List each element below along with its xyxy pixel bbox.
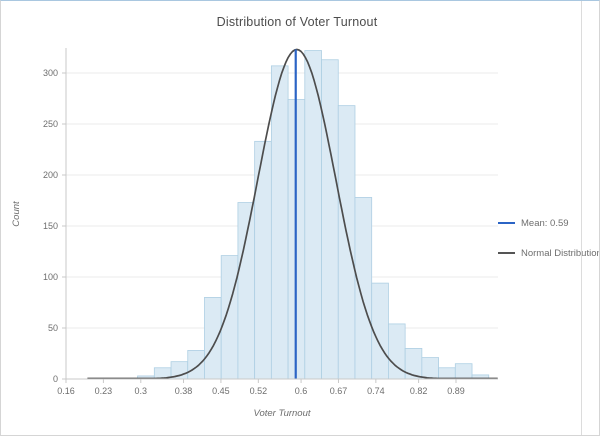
histogram-bar[interactable] — [254, 140, 272, 380]
normal-distribution-swatch — [498, 252, 515, 254]
legend-label-mean: Mean: 0.59 — [521, 217, 569, 229]
x-tick-label: 0.45 — [212, 386, 230, 396]
legend: Mean: 0.59 Normal Distribution — [498, 215, 599, 275]
histogram-bar[interactable] — [438, 367, 456, 380]
histogram-bar[interactable] — [421, 357, 439, 380]
y-tick-label: 200 — [43, 170, 58, 180]
y-tick-label: 50 — [48, 323, 58, 333]
x-tick-label: 0.38 — [175, 386, 193, 396]
x-tick-label: 0.74 — [367, 386, 385, 396]
y-tick-label: 300 — [43, 68, 58, 78]
x-tick-label: 0.23 — [95, 386, 113, 396]
y-tick-label: 100 — [43, 272, 58, 282]
legend-item-normal-distribution[interactable]: Normal Distribution — [498, 245, 599, 261]
x-tick-label: 0.6 — [295, 386, 308, 396]
histogram-bar[interactable] — [187, 350, 205, 380]
pane-separator — [581, 1, 582, 435]
y-tick-label: 150 — [43, 221, 58, 231]
x-tick-label: 0.52 — [250, 386, 268, 396]
histogram-bar[interactable] — [204, 296, 222, 380]
histogram-bar[interactable] — [454, 363, 473, 380]
x-tick-label: 0.89 — [447, 386, 465, 396]
y-tick-label: 250 — [43, 119, 58, 129]
mean-line-swatch — [498, 222, 515, 224]
x-tick-label: 0.16 — [57, 386, 75, 396]
histogram-bar[interactable] — [337, 105, 356, 380]
histogram-bar[interactable] — [237, 202, 256, 380]
y-tick-label: 0 — [53, 374, 58, 384]
x-tick-label: 0.82 — [410, 386, 428, 396]
x-tick-label: 0.3 — [135, 386, 148, 396]
legend-item-mean[interactable]: Mean: 0.59 — [498, 215, 582, 231]
x-axis-title: Voter Turnout — [253, 408, 311, 419]
histogram-bar[interactable] — [220, 255, 239, 380]
chart-title: Distribution of Voter Turnout — [216, 15, 378, 29]
histogram-bar[interactable] — [321, 59, 339, 380]
histogram-bar[interactable] — [270, 65, 289, 380]
histogram-bar[interactable] — [354, 197, 373, 380]
legend-label-normal-distribution: Normal Distribution — [521, 247, 600, 259]
x-tick-label: 0.67 — [330, 386, 348, 396]
y-axis-title: Count — [11, 201, 22, 227]
